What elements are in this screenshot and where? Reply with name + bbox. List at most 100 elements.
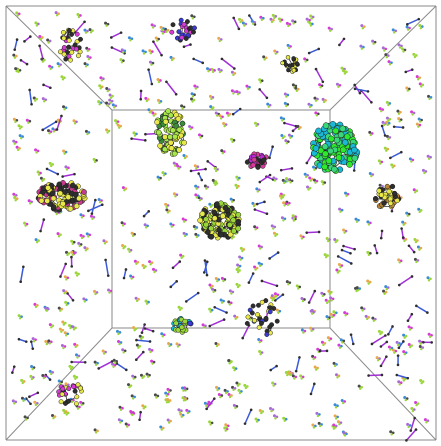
- small-molecule: [208, 420, 214, 426]
- small-molecule: [414, 401, 420, 407]
- small-molecule: [181, 217, 187, 223]
- small-molecule: [169, 222, 175, 228]
- small-molecule: [130, 137, 147, 142]
- small-molecule: [300, 328, 307, 334]
- small-molecule: [145, 372, 151, 378]
- small-molecule: [33, 400, 39, 407]
- small-molecule: [148, 60, 155, 66]
- small-molecule: [397, 340, 405, 350]
- small-molecule: [72, 374, 79, 381]
- small-molecule: [61, 172, 76, 178]
- small-molecule: [390, 163, 396, 169]
- small-molecule: [17, 124, 23, 130]
- small-molecule: [230, 89, 237, 95]
- cluster-right-mid: [372, 183, 402, 210]
- small-molecule: [333, 403, 339, 409]
- small-molecule: [337, 263, 344, 269]
- small-molecule: [387, 345, 394, 351]
- small-molecule: [42, 83, 52, 90]
- small-molecule: [40, 57, 46, 63]
- small-molecule: [371, 39, 377, 45]
- small-molecule: [192, 57, 205, 65]
- small-molecule: [314, 67, 325, 84]
- small-molecule: [116, 123, 122, 129]
- small-molecule: [48, 161, 54, 168]
- small-molecule: [169, 280, 178, 289]
- cluster-yellow-left: [35, 180, 88, 213]
- small-molecule: [397, 380, 403, 386]
- small-molecule: [141, 49, 147, 55]
- small-molecule: [329, 312, 336, 319]
- small-molecule: [234, 183, 240, 190]
- small-molecule: [342, 244, 356, 251]
- small-molecule: [421, 168, 428, 175]
- small-molecule: [395, 340, 401, 347]
- small-molecule: [419, 379, 425, 385]
- small-molecule: [70, 360, 87, 364]
- small-molecule: [48, 369, 54, 376]
- small-molecule: [333, 414, 339, 420]
- small-molecule: [140, 323, 146, 334]
- small-molecule: [138, 334, 145, 341]
- small-molecule: [63, 275, 70, 281]
- small-molecule: [58, 327, 65, 333]
- small-molecule: [23, 415, 29, 421]
- small-molecule: [179, 253, 185, 259]
- small-molecule: [227, 300, 233, 306]
- small-molecule: [379, 340, 389, 348]
- small-molecule: [367, 373, 384, 377]
- cluster-green-right: [310, 121, 360, 174]
- small-molecule: [41, 97, 48, 103]
- small-molecule: [45, 167, 60, 176]
- small-molecule: [294, 356, 301, 373]
- small-molecule: [285, 21, 292, 28]
- small-molecule: [190, 92, 196, 98]
- small-molecule: [217, 67, 223, 74]
- small-molecule: [188, 124, 194, 131]
- small-molecule: [104, 258, 110, 277]
- small-molecule: [415, 304, 429, 314]
- small-molecule: [305, 230, 321, 234]
- small-molecule: [127, 36, 134, 42]
- small-molecule: [66, 292, 75, 302]
- small-molecule: [181, 396, 187, 402]
- small-molecule: [272, 231, 279, 238]
- cluster-center: [197, 200, 242, 241]
- small-molecule: [44, 373, 52, 381]
- small-molecule: [382, 289, 388, 295]
- small-molecule: [405, 211, 411, 217]
- small-molecule: [366, 279, 372, 285]
- small-molecule: [405, 86, 411, 92]
- small-molecule: [150, 23, 156, 29]
- small-molecule: [291, 374, 298, 380]
- small-molecule: [74, 271, 80, 277]
- small-molecule: [418, 24, 424, 30]
- small-molecule: [412, 52, 418, 59]
- small-molecule: [62, 408, 68, 415]
- small-molecule: [201, 323, 207, 329]
- small-molecule: [85, 46, 91, 53]
- small-molecule: [415, 122, 422, 128]
- small-molecule: [154, 36, 161, 42]
- small-molecule: [294, 86, 300, 93]
- small-molecule: [46, 38, 52, 44]
- small-molecule: [64, 165, 70, 171]
- small-molecule: [97, 198, 103, 204]
- small-molecule: [283, 121, 298, 128]
- small-molecule: [70, 255, 74, 268]
- small-molecule: [208, 318, 226, 328]
- small-molecule: [48, 323, 55, 329]
- small-molecule: [392, 125, 405, 129]
- small-molecule: [34, 21, 40, 27]
- small-molecule: [83, 246, 89, 252]
- small-molecule: [151, 267, 158, 274]
- small-molecule: [227, 358, 233, 365]
- small-molecule: [101, 349, 107, 355]
- small-molecule: [250, 19, 257, 26]
- small-molecule: [77, 241, 83, 248]
- small-molecule: [280, 133, 286, 140]
- small-molecule: [327, 26, 333, 32]
- small-molecule: [254, 417, 260, 423]
